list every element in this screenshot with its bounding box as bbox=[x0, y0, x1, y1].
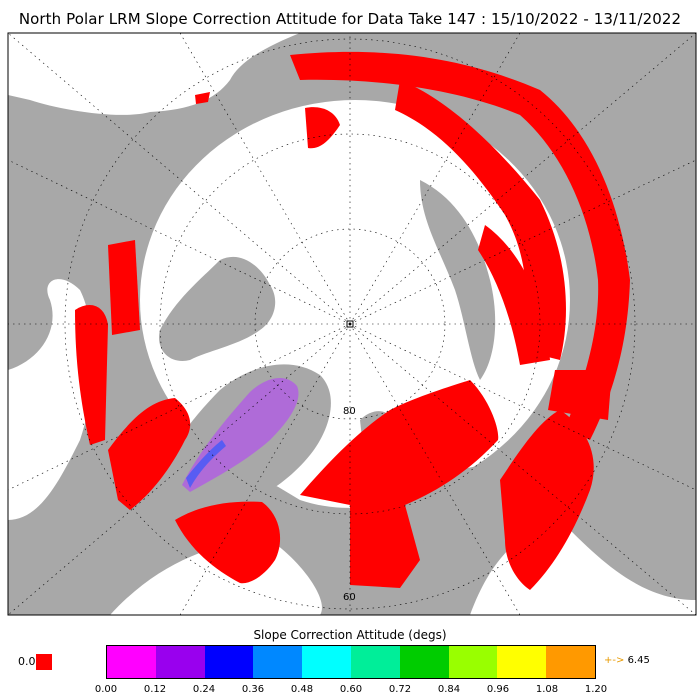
latitude-circle-70 bbox=[159, 133, 541, 515]
colorbar-title: Slope Correction Attitude (degs) bbox=[253, 628, 447, 642]
overflow-value: 6.45 bbox=[627, 655, 650, 666]
greenland-data-patch-edge bbox=[186, 440, 226, 488]
swath-alaska-upper bbox=[108, 240, 140, 335]
ocean-atlantic bbox=[8, 279, 94, 520]
map-title: North Polar LRM Slope Correction Attitud… bbox=[18, 10, 682, 28]
siberia-coast bbox=[420, 180, 496, 380]
graticule bbox=[8, 33, 696, 615]
colorbar-segment bbox=[399, 646, 449, 678]
swath-siberia-block bbox=[478, 225, 550, 365]
colorbar-segment bbox=[204, 646, 254, 678]
colorbar-segment bbox=[107, 646, 156, 678]
colorbar-tick-label: 0.72 bbox=[388, 684, 412, 695]
overflow-arrow: +-> bbox=[604, 655, 625, 666]
colorbar-segment bbox=[155, 646, 205, 678]
swath-atlantic-southwest bbox=[108, 398, 191, 510]
ocean-pacific bbox=[8, 33, 300, 115]
latitude-label-60: 60 bbox=[343, 592, 356, 603]
colorbar-tick-label: 0.36 bbox=[241, 684, 265, 695]
latitude-label-80: 80 bbox=[343, 406, 356, 417]
zero-value-label: 0.0 bbox=[18, 655, 36, 668]
pole-marker bbox=[346, 320, 354, 328]
colorbar-tick-label: 0.24 bbox=[192, 684, 216, 695]
colorbar-tick-label: 0.84 bbox=[437, 684, 461, 695]
colorbar-tick-label: 0.12 bbox=[143, 684, 167, 695]
swath-norway-block bbox=[548, 370, 612, 420]
colorbar-tick-label: 0.00 bbox=[94, 684, 118, 695]
overflow-indicator: +-> 6.45 bbox=[604, 655, 650, 666]
colorbar-segment bbox=[448, 646, 498, 678]
colorbar-segment bbox=[302, 646, 351, 678]
colorbar-segment bbox=[253, 646, 303, 678]
map-frame bbox=[7, 32, 697, 616]
swath-chukchi bbox=[305, 107, 340, 149]
colorbar-segment bbox=[546, 646, 595, 678]
canadian-archipelago bbox=[159, 256, 276, 361]
colorbar bbox=[106, 645, 596, 679]
latitude-circle-60 bbox=[64, 38, 636, 610]
swath-group bbox=[75, 51, 630, 590]
swath-east-mid bbox=[395, 80, 566, 360]
colorbar-tick-label: 0.48 bbox=[290, 684, 314, 695]
zero-value-swatch bbox=[36, 654, 52, 670]
scandinavia bbox=[419, 466, 515, 554]
swath-barents-fan bbox=[300, 380, 499, 588]
colorbar-tick-label: 1.08 bbox=[535, 684, 559, 695]
colorbar-tick-label: 1.20 bbox=[584, 684, 608, 695]
swath-bering-small bbox=[195, 92, 210, 104]
swath-south-fan bbox=[175, 501, 281, 584]
greenland-data-patch bbox=[182, 378, 299, 492]
colorbar-tick-label: 0.96 bbox=[486, 684, 510, 695]
colorbar-tick-label: 0.60 bbox=[339, 684, 363, 695]
colorbar-segment bbox=[497, 646, 547, 678]
colorbar-ticks: 0.00 0.12 0.24 0.36 0.48 0.60 0.72 0.84 0.96 1.08… bbox=[95, 684, 607, 698]
swath-alaska-west bbox=[75, 305, 108, 445]
colorbar-segment bbox=[350, 646, 400, 678]
swath-east-lower bbox=[500, 410, 594, 590]
